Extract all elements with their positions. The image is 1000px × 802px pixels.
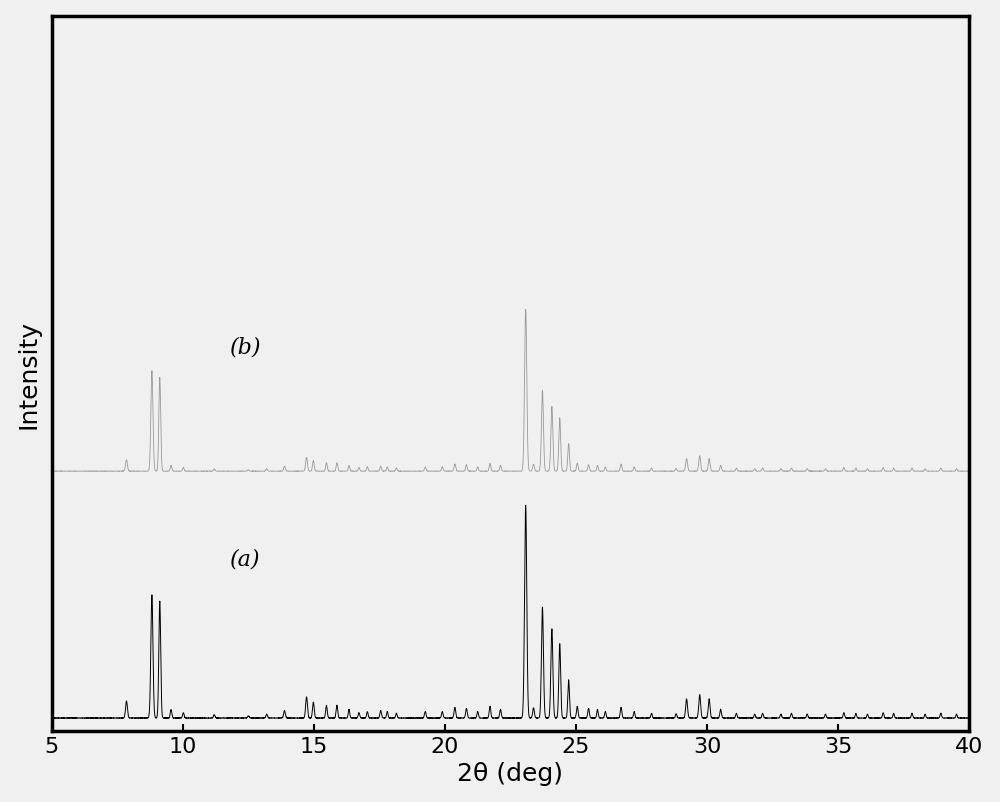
Y-axis label: Intensity: Intensity bbox=[17, 319, 41, 428]
Text: (a): (a) bbox=[230, 549, 261, 570]
X-axis label: 2θ (deg): 2θ (deg) bbox=[457, 761, 563, 785]
Text: (b): (b) bbox=[230, 335, 262, 358]
